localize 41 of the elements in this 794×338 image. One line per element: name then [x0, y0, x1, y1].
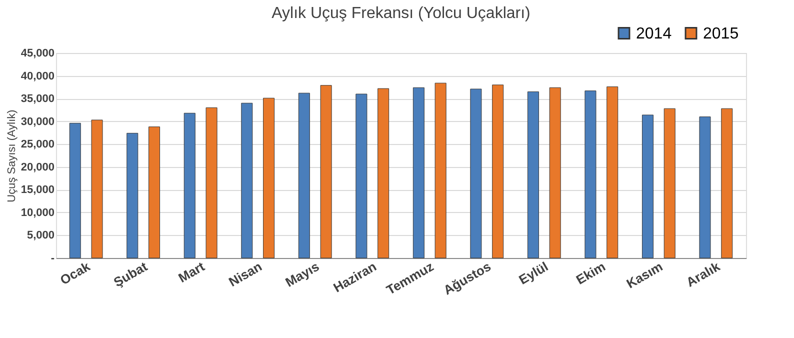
- legend-label: 2015: [703, 25, 739, 42]
- bar: [492, 84, 504, 258]
- bar: [470, 88, 482, 258]
- bar: [241, 102, 253, 258]
- y-tick-label: 25,000: [20, 138, 54, 151]
- legend-label: 2014: [636, 25, 672, 42]
- bar: [549, 87, 561, 258]
- x-tick-label: Ocak: [58, 258, 94, 288]
- y-tick-label: 40,000: [20, 70, 54, 82]
- bar: [434, 82, 446, 258]
- y-tick-label: 5,000: [26, 230, 54, 242]
- bar: [69, 122, 81, 258]
- bar: [320, 85, 332, 258]
- bar: [206, 107, 218, 258]
- y-tick-label: 10,000: [20, 206, 54, 219]
- bar: [91, 120, 103, 258]
- x-tick-label: Mart: [176, 258, 208, 286]
- bar: [642, 114, 654, 258]
- bar: [263, 98, 275, 258]
- y-tick-label: 15,000: [20, 184, 54, 196]
- bar: [298, 92, 310, 258]
- bar: [356, 94, 368, 258]
- y-tick-label: 30,000: [20, 116, 54, 128]
- bar: [378, 88, 390, 258]
- chart-title: Aylık Uçuş Frekansı (Yolcu Uçakları): [272, 5, 530, 22]
- bar: [126, 132, 138, 258]
- bar: [184, 112, 196, 258]
- bar: [527, 91, 539, 258]
- bar: [584, 90, 596, 258]
- bar: [699, 116, 711, 258]
- bar: [412, 87, 424, 258]
- x-tick-label: Ekim: [574, 258, 608, 288]
- bar: [664, 108, 676, 258]
- bar: [148, 126, 160, 258]
- y-tick-label: -: [50, 252, 55, 264]
- bar: [721, 108, 733, 258]
- y-tick-label: 35,000: [20, 93, 54, 106]
- y-tick-label: 45,000: [20, 48, 54, 60]
- y-axis-title: Uçuş Sayısı (Aylık): [6, 110, 18, 202]
- bar: [606, 86, 618, 258]
- y-tick-label: 20,000: [20, 161, 54, 174]
